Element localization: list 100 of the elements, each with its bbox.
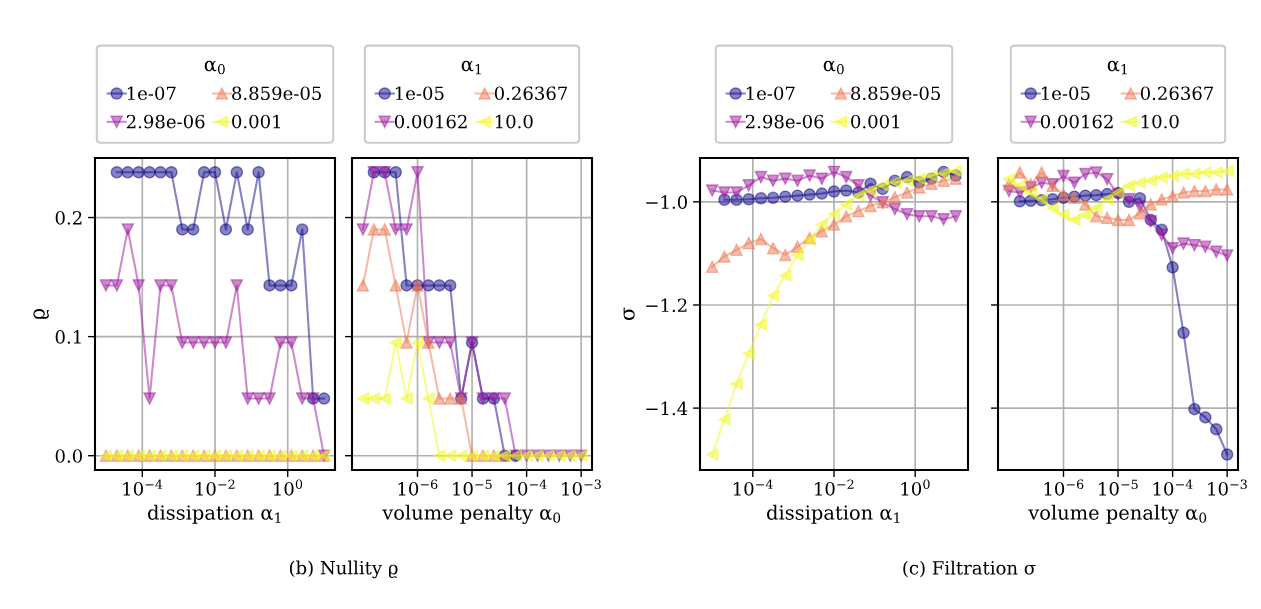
point <box>1046 201 1059 215</box>
point <box>852 204 865 218</box>
point <box>219 336 233 349</box>
y-tick-label: 0.1 <box>55 330 81 344</box>
point <box>1188 402 1201 416</box>
point <box>730 186 743 199</box>
point <box>433 279 446 292</box>
legend-label: 0.00162 <box>394 114 467 129</box>
point <box>1111 213 1125 227</box>
point <box>839 170 853 184</box>
point <box>937 213 950 226</box>
point <box>1089 210 1103 223</box>
point <box>208 166 222 179</box>
legend-label: 0.001 <box>232 114 281 129</box>
legend-label: 8.859e-05 <box>851 86 940 101</box>
point <box>1144 198 1158 211</box>
point <box>422 392 435 405</box>
point <box>791 189 804 202</box>
point <box>1199 411 1212 424</box>
legend-label: 1e-07 <box>127 86 176 101</box>
legend-label: 1e-05 <box>1041 86 1090 101</box>
point <box>1133 206 1147 220</box>
point <box>1024 186 1038 199</box>
point <box>779 248 792 262</box>
point <box>815 187 829 200</box>
point <box>1220 249 1234 262</box>
point <box>779 269 792 282</box>
point <box>389 279 402 292</box>
legend-title: α$_{0}$ <box>204 60 225 75</box>
point <box>1220 164 1234 178</box>
point <box>197 336 211 349</box>
point <box>742 179 756 192</box>
point <box>411 336 424 349</box>
point <box>1188 238 1201 252</box>
point <box>241 223 254 236</box>
point <box>876 179 889 192</box>
legend-label: 0.26367 <box>1140 86 1214 101</box>
legend-label: 0.00162 <box>1040 114 1113 129</box>
point <box>949 210 963 223</box>
x-tick-label: 10$^{−5}$ <box>453 479 492 496</box>
x-tick-label: 10$^{0}$ <box>274 479 303 496</box>
point <box>389 336 402 349</box>
y-tick-label: 0.0 <box>55 449 82 463</box>
point <box>815 218 829 231</box>
y-tick-label: 0.2 <box>55 211 82 225</box>
point <box>367 392 381 405</box>
point <box>1100 211 1114 225</box>
point <box>815 172 829 185</box>
point <box>888 202 902 216</box>
point <box>498 392 512 405</box>
point <box>1155 193 1168 206</box>
point <box>766 174 780 187</box>
x-tick-label: 10$^{0}$ <box>901 479 930 496</box>
point <box>274 336 287 349</box>
point <box>252 392 265 405</box>
point <box>718 250 731 263</box>
point <box>827 218 841 231</box>
point <box>263 279 276 292</box>
point <box>1057 208 1070 221</box>
x-tick-label: 10$^{−4}$ <box>1153 479 1193 496</box>
point <box>1166 189 1179 203</box>
point <box>1089 166 1103 179</box>
point <box>1144 174 1158 187</box>
point <box>132 279 145 292</box>
point <box>356 392 370 405</box>
x-tick-label: 10$^{−4}$ <box>733 479 773 496</box>
point <box>317 392 331 405</box>
legend-label: 10.0 <box>495 114 533 129</box>
point <box>356 223 370 236</box>
point <box>1199 240 1212 253</box>
legend-title: α$_{0}$ <box>823 60 844 75</box>
point <box>1210 245 1223 259</box>
point <box>827 185 841 198</box>
point <box>1166 241 1179 255</box>
point <box>742 347 756 360</box>
point <box>766 241 780 255</box>
point <box>1122 213 1136 227</box>
point <box>274 279 287 292</box>
x-tick-label: 10$^{−2}$ <box>815 479 854 496</box>
y-axis-title: ϱ <box>33 308 49 319</box>
point <box>176 223 189 236</box>
point <box>252 166 265 179</box>
point <box>132 166 145 179</box>
point <box>742 193 756 206</box>
point <box>285 279 298 292</box>
point <box>1210 166 1223 179</box>
point <box>803 188 816 201</box>
legend-label: 0.001 <box>851 114 900 129</box>
point <box>912 172 926 185</box>
point <box>400 336 413 349</box>
point <box>839 198 853 211</box>
point <box>241 392 254 405</box>
legend-label: 1e-05 <box>395 86 444 101</box>
point <box>803 169 816 182</box>
point <box>154 166 167 179</box>
point <box>888 190 902 204</box>
point <box>718 413 731 426</box>
point <box>1220 183 1234 196</box>
x-tick-label: 10$^{−6}$ <box>398 479 438 496</box>
point <box>1013 166 1027 179</box>
